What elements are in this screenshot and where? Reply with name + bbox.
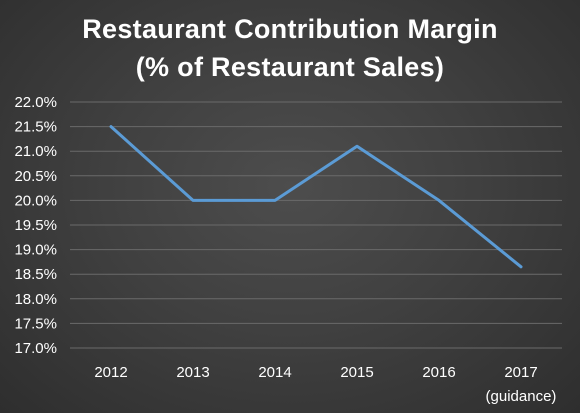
y-tick-label: 19.0% — [14, 242, 57, 259]
y-tick-label: 17.0% — [14, 340, 57, 357]
x-tick-label: 2016 — [422, 364, 455, 381]
x-tick-label: 2015 — [340, 364, 373, 381]
series-line — [109, 125, 523, 269]
y-axis: 17.0% 17.5% 18.0% 18.5% 19.0% 19.5% 20.0% 20.5%… — [14, 94, 57, 357]
chart-subtitle: (% of Restaurant Sales) — [135, 52, 445, 82]
y-tick-label: 17.5% — [14, 315, 57, 332]
y-tick-label: 19.5% — [14, 217, 57, 234]
y-tick-label: 20.0% — [14, 192, 57, 209]
series-layer — [109, 125, 523, 269]
x-tick-label: 2013 — [176, 364, 209, 381]
y-tick-label: 18.5% — [14, 266, 57, 283]
chart-title: Restaurant Contribution Margin — [82, 14, 498, 44]
y-tick-label: 21.5% — [14, 119, 57, 136]
x-tick-label: 2014 — [258, 364, 291, 381]
x-tick-label: 2012 — [94, 364, 127, 381]
y-tick-label: 21.0% — [14, 143, 57, 160]
x-tick-label: 2017 — [504, 364, 537, 381]
y-tick-label: 22.0% — [14, 94, 57, 111]
y-tick-label: 20.5% — [14, 168, 57, 185]
x-tick-sublabel: (guidance) — [486, 388, 557, 405]
gridlines — [70, 101, 562, 349]
y-tick-label: 18.0% — [14, 291, 57, 308]
x-axis: 2012 2013 2014 2015 2016 2017 (guidance) — [94, 364, 556, 405]
